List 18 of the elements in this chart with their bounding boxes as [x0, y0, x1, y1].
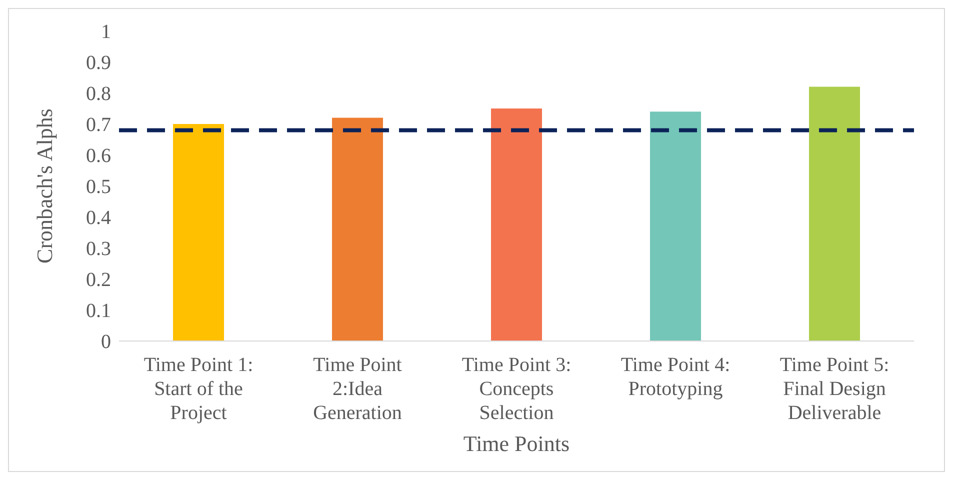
x-tick-label: Time Point 1: Start of the Project: [144, 354, 254, 424]
y-tick-label: 0.6: [86, 145, 111, 168]
y-tick-label: 0.9: [86, 52, 111, 74]
y-axis-title: Cronbach's Alphs: [32, 108, 57, 264]
x-tick-label: Time Point 5: Final Design Deliverable: [780, 354, 890, 424]
y-tick-label: 0.2: [86, 269, 111, 292]
y-tick-label: 0.3: [86, 238, 111, 260]
y-tick-label: 0.8: [86, 83, 111, 106]
y-tick-label: 0.5: [86, 176, 111, 198]
y-tick-label: 0.7: [86, 114, 111, 136]
x-tick-label: Time Point 4: Prototyping: [620, 354, 730, 400]
x-tick-label: Time Point 3: Concepts Selection: [462, 354, 572, 424]
y-tick-label: 0.1: [86, 300, 111, 322]
y-tick-label: 0: [101, 331, 111, 354]
y-tick-label: 1: [101, 21, 111, 44]
y-tick-label: 0.4: [86, 207, 111, 230]
x-axis-title: Time Points: [463, 431, 570, 456]
x-tick-label: Time Point 2:Idea Generation: [313, 354, 402, 424]
